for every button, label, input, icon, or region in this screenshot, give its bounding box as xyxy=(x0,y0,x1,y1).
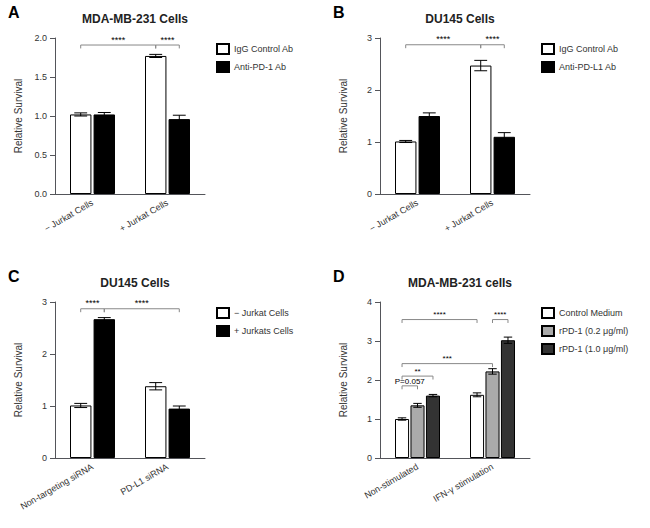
svg-text:0.5: 0.5 xyxy=(34,150,47,160)
svg-text:4: 4 xyxy=(367,297,372,307)
svg-text:rPD-1 (0.2 μg/ml): rPD-1 (0.2 μg/ml) xyxy=(559,326,628,336)
svg-text:Relative Survival: Relative Survival xyxy=(13,79,24,153)
svg-text:***: *** xyxy=(443,354,452,363)
svg-text:DU145 Cells: DU145 Cells xyxy=(100,276,170,290)
svg-text:2: 2 xyxy=(367,375,372,385)
svg-text:− Jurkat Cells: − Jurkat Cells xyxy=(43,197,96,233)
svg-text:2: 2 xyxy=(367,85,372,95)
svg-text:1.5: 1.5 xyxy=(34,72,47,82)
svg-text:1: 1 xyxy=(367,414,372,424)
svg-text:B: B xyxy=(333,4,345,21)
svg-text:Relative Survival: Relative Survival xyxy=(13,343,24,417)
svg-text:3: 3 xyxy=(367,336,372,346)
svg-text:0.0: 0.0 xyxy=(34,189,47,199)
svg-text:+ Jurkat Cells: + Jurkat Cells xyxy=(443,197,496,233)
svg-text:− Jurkat Cells: − Jurkat Cells xyxy=(368,197,421,233)
svg-text:****: **** xyxy=(494,310,506,319)
svg-text:****: **** xyxy=(433,310,445,319)
svg-text:Anti-PD-1 Ab: Anti-PD-1 Ab xyxy=(234,62,286,72)
svg-text:A: A xyxy=(8,4,20,21)
svg-text:0: 0 xyxy=(367,189,372,199)
svg-text:rPD-1 (1.0 μg/ml): rPD-1 (1.0 μg/ml) xyxy=(559,344,628,354)
svg-text:2.0: 2.0 xyxy=(34,33,47,43)
svg-text:Non-stimulated: Non-stimulated xyxy=(363,462,420,501)
svg-text:+ Jurkats Cells: + Jurkats Cells xyxy=(234,326,294,336)
svg-text:****: **** xyxy=(436,34,451,44)
svg-text:1.0: 1.0 xyxy=(34,111,47,121)
svg-text:Control Medium: Control Medium xyxy=(559,308,623,318)
svg-text:MDA-MB-231 Cells: MDA-MB-231 Cells xyxy=(82,12,188,26)
svg-text:D: D xyxy=(333,268,345,285)
svg-text:Relative Survival: Relative Survival xyxy=(338,343,349,417)
svg-text:Relative Survival: Relative Survival xyxy=(338,79,349,153)
svg-text:IgG Control Ab: IgG Control Ab xyxy=(559,44,618,54)
svg-text:DU145 Cells: DU145 Cells xyxy=(425,12,495,26)
svg-text:1: 1 xyxy=(42,401,47,411)
svg-text:****: **** xyxy=(485,34,500,44)
svg-text:****: **** xyxy=(135,298,150,308)
svg-text:**: ** xyxy=(414,367,420,376)
svg-text:P=0.057: P=0.057 xyxy=(395,377,426,386)
svg-text:Non-targeting siRNA: Non-targeting siRNA xyxy=(19,462,95,512)
svg-text:0: 0 xyxy=(42,453,47,463)
svg-text:3: 3 xyxy=(367,33,372,43)
svg-text:2: 2 xyxy=(42,349,47,359)
svg-text:Anti-PD-L1 Ab: Anti-PD-L1 Ab xyxy=(559,62,616,72)
svg-text:3: 3 xyxy=(42,297,47,307)
svg-text:+ Jurkat Cells: + Jurkat Cells xyxy=(118,197,171,233)
svg-text:1: 1 xyxy=(367,137,372,147)
svg-text:0: 0 xyxy=(367,453,372,463)
svg-text:PD-L1 siRNA: PD-L1 siRNA xyxy=(119,462,170,497)
svg-text:IgG Control Ab: IgG Control Ab xyxy=(234,44,293,54)
svg-text:− Jurkat Cells: − Jurkat Cells xyxy=(234,308,289,318)
svg-text:MDA-MB-231 cells: MDA-MB-231 cells xyxy=(408,276,512,290)
svg-text:****: **** xyxy=(85,298,100,308)
svg-text:C: C xyxy=(8,268,20,285)
svg-text:****: **** xyxy=(160,35,175,45)
svg-text:IFN-γ stimulation: IFN-γ stimulation xyxy=(432,462,495,504)
svg-text:****: **** xyxy=(111,35,126,45)
